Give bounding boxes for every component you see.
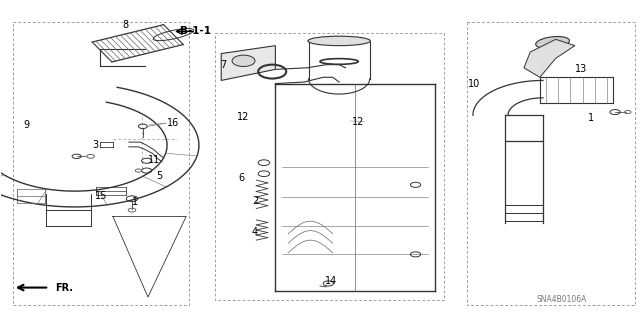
Circle shape bbox=[232, 55, 255, 67]
Text: 8: 8 bbox=[123, 20, 129, 30]
Ellipse shape bbox=[536, 36, 570, 48]
Text: 9: 9 bbox=[24, 120, 30, 130]
Text: 10: 10 bbox=[468, 78, 481, 89]
Ellipse shape bbox=[308, 36, 371, 46]
Text: SNA4B0106A: SNA4B0106A bbox=[537, 295, 588, 304]
Text: 1: 1 bbox=[132, 197, 138, 207]
Text: 4: 4 bbox=[252, 227, 258, 237]
Text: 12: 12 bbox=[237, 112, 250, 122]
Text: 1: 1 bbox=[588, 113, 594, 123]
Text: 13: 13 bbox=[575, 64, 588, 74]
Text: FR.: FR. bbox=[55, 283, 73, 293]
Polygon shape bbox=[221, 46, 275, 80]
Text: 12: 12 bbox=[352, 116, 364, 127]
Text: 5: 5 bbox=[156, 171, 163, 181]
Polygon shape bbox=[524, 39, 575, 77]
Text: 11: 11 bbox=[148, 154, 161, 165]
Text: 6: 6 bbox=[239, 174, 244, 183]
Text: 15: 15 bbox=[95, 191, 107, 201]
Text: 3: 3 bbox=[93, 140, 99, 150]
Text: 2: 2 bbox=[252, 196, 258, 206]
Text: B-1-1: B-1-1 bbox=[180, 26, 211, 36]
Text: 14: 14 bbox=[325, 276, 337, 286]
Text: 7: 7 bbox=[220, 60, 227, 70]
Text: 16: 16 bbox=[167, 118, 180, 128]
